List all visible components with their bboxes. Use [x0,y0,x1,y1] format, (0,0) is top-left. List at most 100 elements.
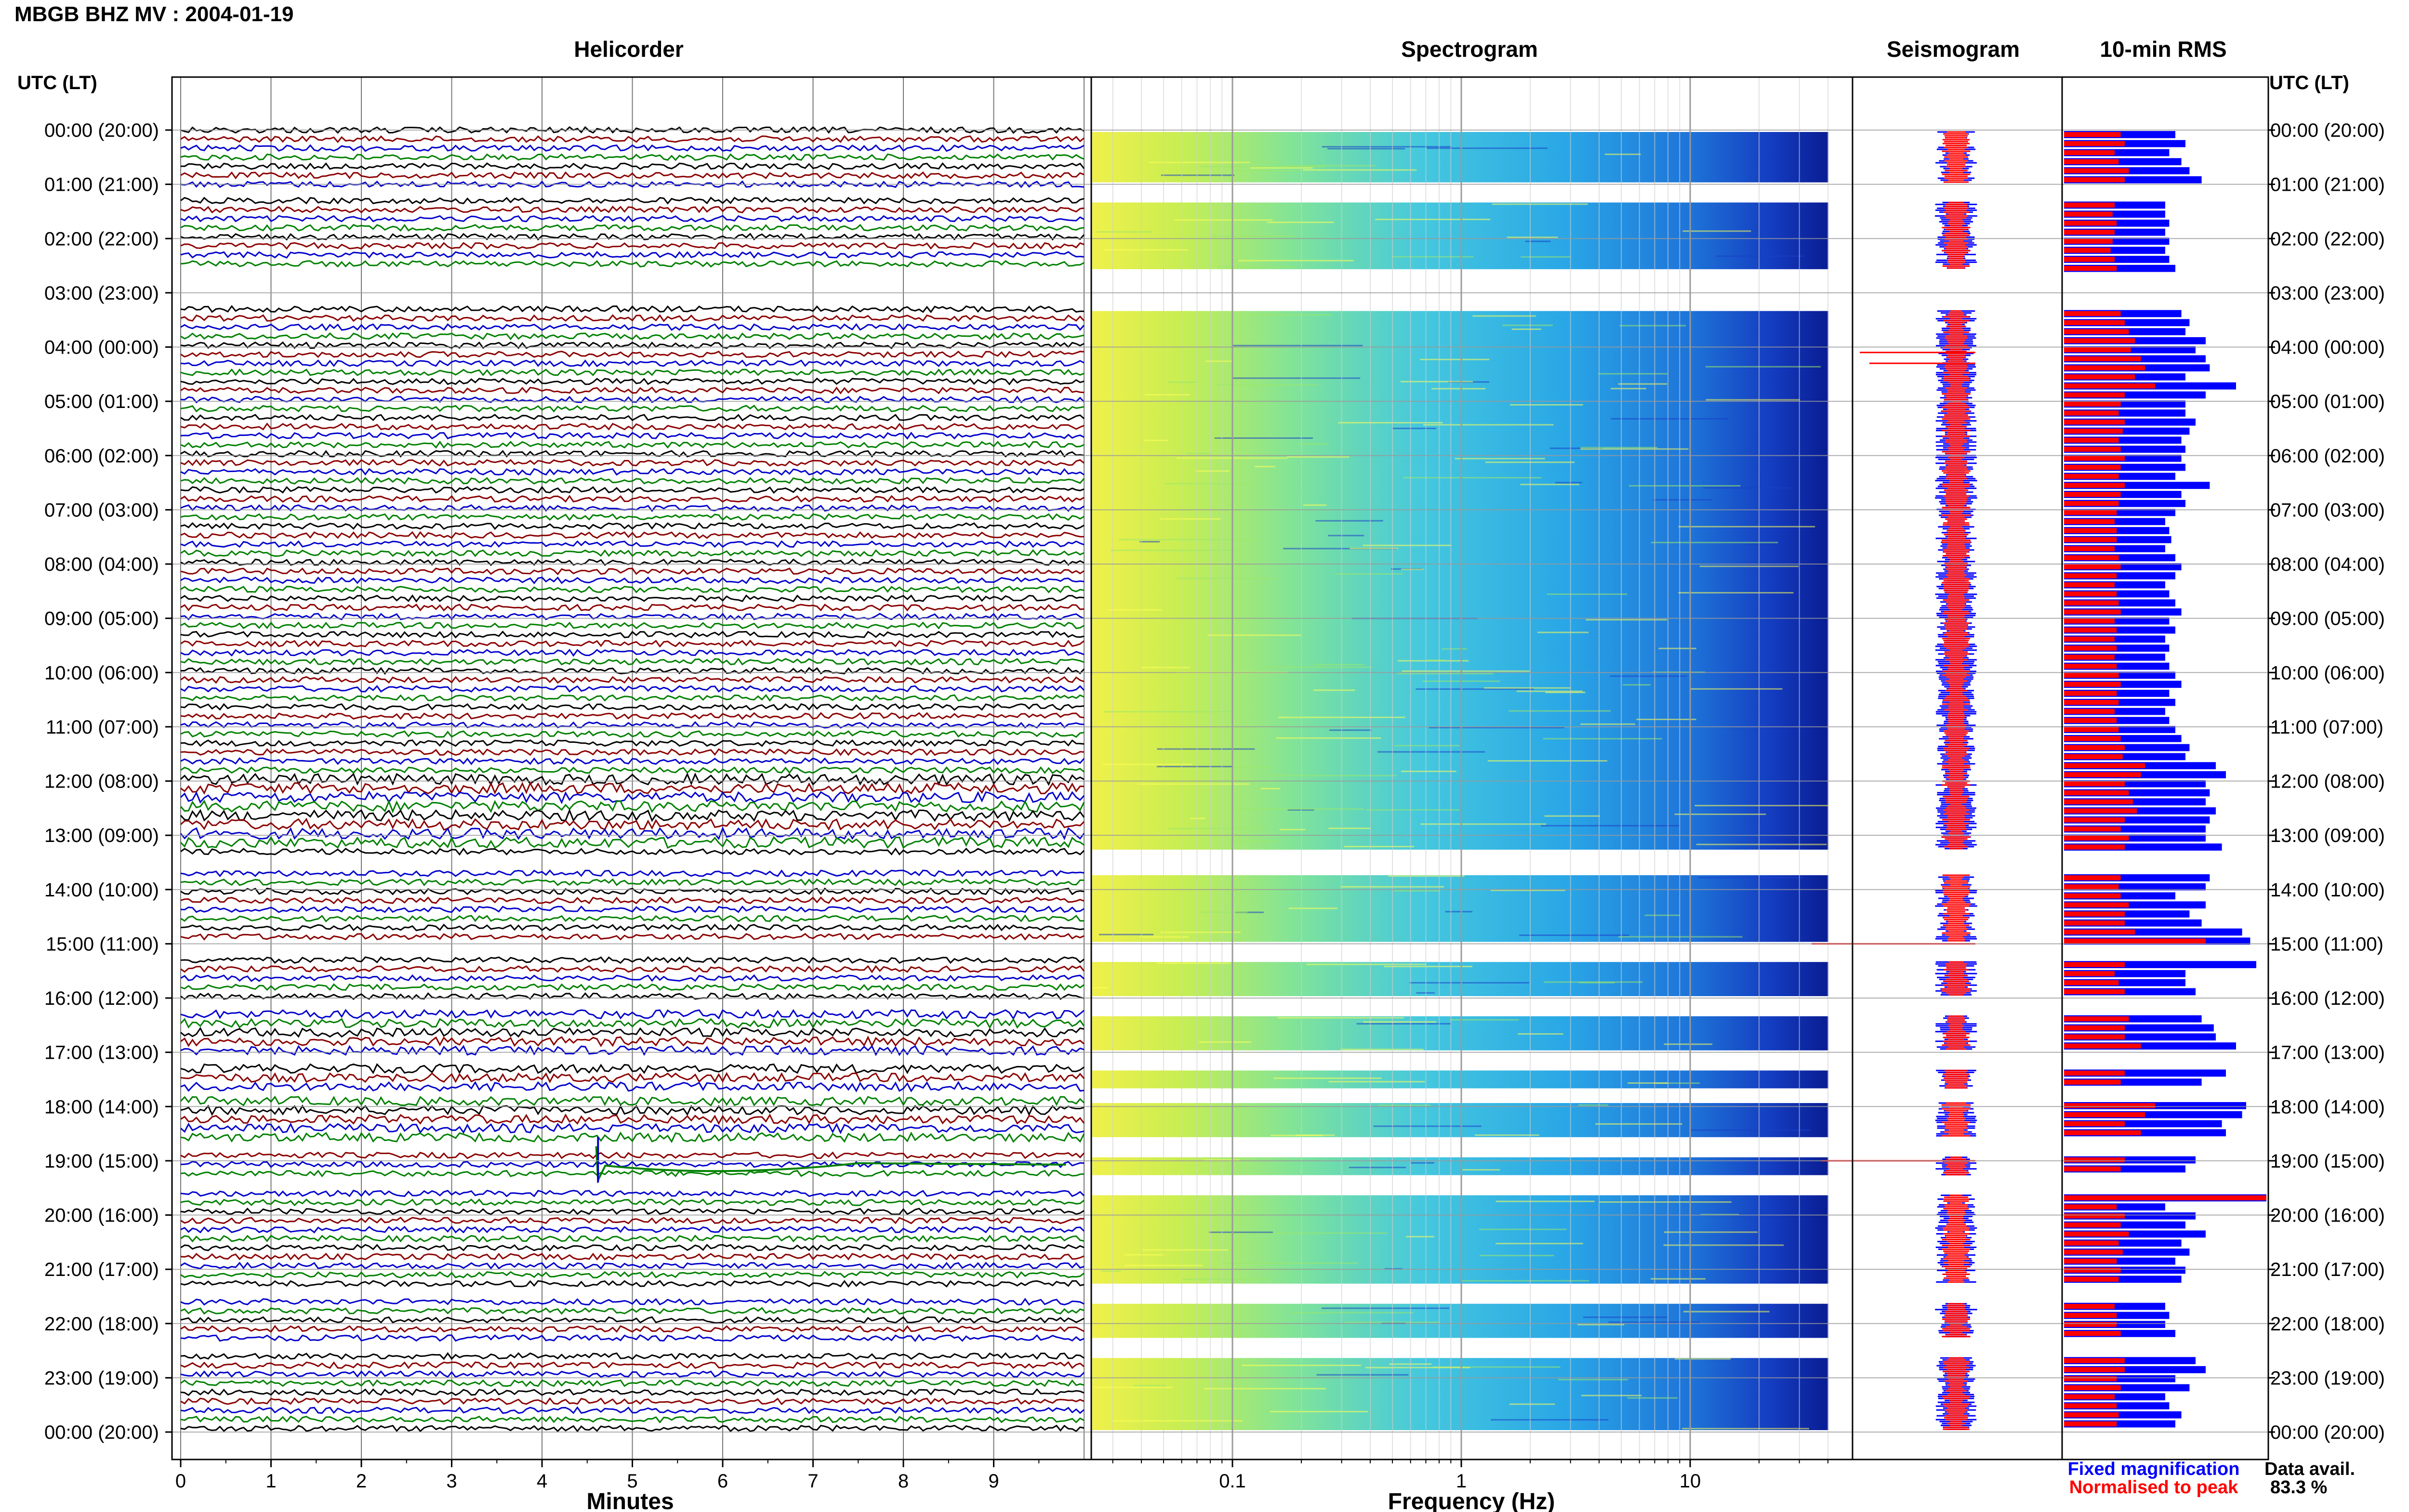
spectrogram-x-axis-label: Frequency (Hz) [1388,1489,1555,1512]
spectrogram-streak [1176,578,1276,579]
rms-panel [2064,131,2266,1428]
rms-bar-normalised [2064,347,2131,353]
spectrogram-streak [1248,1232,1388,1234]
spectrogram-streak [1209,1231,1273,1233]
rms-bar-normalised [2064,211,2113,217]
spectrogram-nyquist-band [1823,875,1828,942]
hour-label-right: 05:00 (01:00) [2270,391,2385,412]
spectrogram-streak [1233,766,1271,768]
helicorder-trace [180,712,1085,720]
spectrogram-streak [1674,1358,1731,1360]
spectrogram-streak [1157,748,1255,750]
spectrogram-streak [1097,231,1152,233]
spectrogram-block [1092,1195,1824,1284]
spectrogram-streak [1365,1367,1470,1368]
spectrogram-streak [1277,1017,1404,1019]
spectrogram-streak [1168,828,1266,829]
spectrogram-block [1092,311,1824,850]
rms-bar-normalised [2064,329,2129,334]
spectrogram-streak [1377,751,1485,753]
rms-bar-normalised [2064,1249,2123,1255]
spectrogram-streak [1392,427,1436,429]
spectrogram-streak [1232,344,1363,346]
spectrogram-streak [1167,381,1198,383]
spectrogram-streak [1426,659,1445,661]
spectrogram-streak [1149,161,1250,163]
rms-bar-normalised [2064,401,2121,407]
hour-label-right: 19:00 (15:00) [2270,1151,2385,1172]
spectrogram-streak [1199,1041,1252,1043]
hour-label-right: 17:00 (13:00) [2270,1042,2385,1064]
helicorder-trace [180,703,1085,711]
spectrogram-streak [1157,765,1232,767]
spectrogram-streak [1651,541,1778,543]
spectrogram-streak [1403,477,1542,479]
spectrogram-streak [1112,1420,1243,1422]
spectrogram-streak [1663,1244,1784,1246]
spectrogram-streak [1144,394,1190,396]
spectrogram-streak [1329,729,1372,731]
hour-gridlines [172,130,2268,1433]
spectrogram-streak [1402,670,1530,672]
spectrogram-streak [1322,146,1452,148]
rms-bar-normalised [2064,1204,2117,1210]
rms-bar-normalised [2064,132,2121,137]
helicorder-trace [180,1036,1085,1048]
helicorder-trace [180,640,1085,648]
spectrogram-streak [1107,609,1163,611]
rms-bar-normalised [2064,663,2117,669]
helicorder-trace [180,757,1085,765]
rms-bar-normalised [2064,1016,2129,1022]
helicorder-trace [180,395,1085,404]
spectrogram-streak [1484,687,1571,689]
spectrogram-streak [1288,907,1337,909]
spectrogram-streak [1232,170,1302,171]
spectrogram-streak [1160,931,1241,933]
rms-bar-normalised [2064,537,2117,542]
spectrogram-streak [1544,815,1600,817]
helicorder-trace [180,1262,1085,1270]
spectrogram-streak [1344,845,1415,847]
rms-bar-normalised [2064,257,2115,262]
spectrogram-streak [1545,692,1586,694]
rms-bar-normalised [2064,573,2117,579]
spectrogram-streak [1429,727,1565,729]
helicorder-trace [180,878,1084,886]
rms-bar-normalised [2064,817,2125,823]
rms-bar-normalised [2064,519,2115,524]
hour-label-right: 11:00 (07:00) [2270,717,2383,738]
rms-bar-normalised [2064,645,2117,651]
seismogram-normalised-envelope [1942,1357,1971,1430]
spectrogram-streak [1139,541,1160,543]
spectrogram-streak [1455,458,1545,460]
hour-label-left: 08:00 (04:00) [44,554,159,575]
spectrogram-nyquist-band [1823,1358,1828,1430]
spectrogram-streak [1537,631,1589,633]
rms-bar-normalised [2064,971,2115,976]
rms-bar-normalised [2064,1358,2125,1363]
spectrogram-block [1092,202,1824,269]
helicorder-trace [180,1316,1085,1324]
rms-bar-normalised [2064,1121,2125,1127]
hour-label-right: 07:00 (03:00) [2270,500,2385,521]
hour-label-right: 10:00 (06:00) [2270,662,2385,684]
spectrogram-streak [1628,485,1741,487]
rms-bar-normalised [2064,989,2125,995]
spectrogram-streak [1427,147,1548,149]
rms-bar-normalised [2064,1313,2117,1318]
helicorder-trace [180,1406,1085,1414]
spectrogram-streak [1420,358,1490,360]
rms-bar-normalised [2064,221,2117,226]
spectrogram-streak [1315,520,1383,522]
rms-bar-normalised [2064,202,2115,208]
spectrogram-streak [1287,456,1350,458]
rms-bar-normalised [2064,844,2125,850]
helicorder-trace [180,405,1085,413]
rms-bar-normalised [2064,1130,2141,1135]
data-availability-value: 83.3 % [2270,1477,2327,1498]
helicorder-trace [180,1397,1085,1406]
spectrogram-streak [1101,1270,1121,1272]
spectrogram-streak [1678,526,1815,527]
spectrogram-streak [1142,1249,1229,1251]
rms-bar-normalised [2064,159,2119,164]
